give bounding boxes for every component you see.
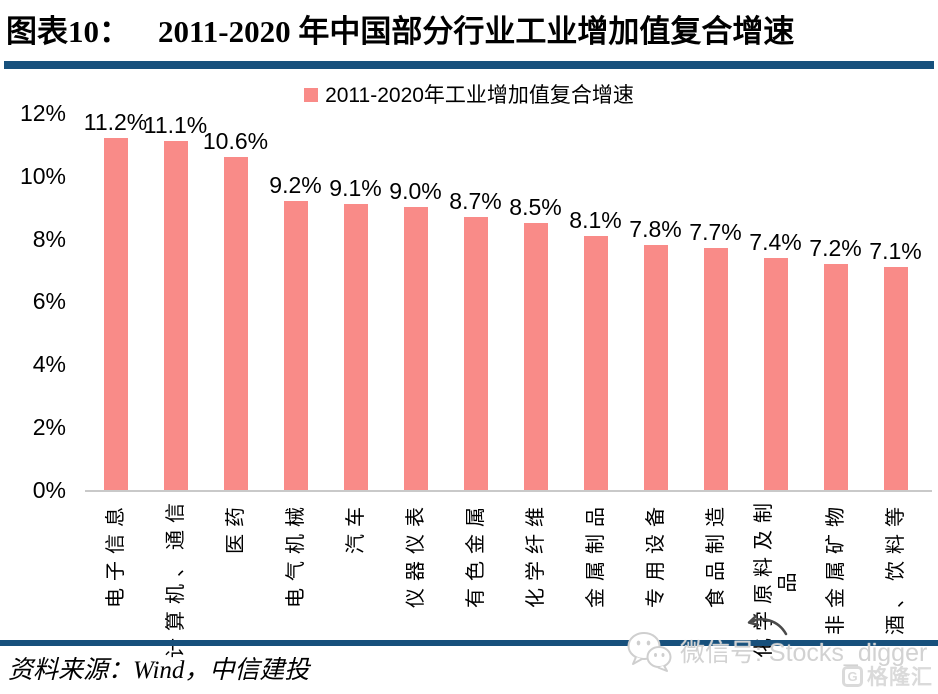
bar: [883, 266, 908, 490]
gelonghui-logo-icon: G: [842, 665, 863, 687]
y-axis-tick-label: 10%: [19, 162, 66, 189]
bar: [103, 138, 128, 490]
legend-swatch-icon: [304, 88, 319, 102]
bar: [823, 263, 848, 490]
y-axis-tick-label: 0%: [32, 477, 66, 503]
bar-value-label: 8.5%: [509, 193, 562, 220]
y-axis-tick-label: 2%: [32, 414, 66, 441]
gelonghui-logo-text: 格隆汇: [867, 666, 933, 689]
legend-series-label: 2011-2020年工业增加值复合增速: [325, 84, 634, 107]
bar-value-label: 9.1%: [329, 175, 382, 202]
bar-value-label: 11.1%: [143, 112, 208, 139]
y-axis-tick-label: 12%: [19, 99, 66, 126]
wechat-id-text: 微信号: Stocks_digger: [680, 639, 928, 667]
top-divider-rule: [4, 61, 934, 69]
bar-value-label: 7.8%: [629, 215, 682, 242]
chart-legend: 2011-2020年工业增加值复合增速: [0, 84, 938, 108]
bar-value-label: 7.7%: [689, 219, 742, 246]
bar-value-label: 11.2%: [83, 109, 148, 136]
x-axis-line: [85, 490, 932, 492]
x-axis-label: 仪器仪表: [404, 500, 427, 608]
bar-value-label: 9.2%: [269, 171, 322, 198]
bar: [523, 222, 548, 490]
bar: [763, 257, 788, 490]
bar-value-label: 9.0%: [389, 178, 442, 205]
x-axis-label: 汽车: [344, 500, 367, 554]
x-axis-label: 有色金属: [464, 500, 487, 608]
y-axis-tick-label: 8%: [32, 225, 66, 252]
bar: [643, 244, 668, 490]
bar: [403, 207, 428, 490]
x-axis-label: 金属制品: [584, 500, 607, 608]
bar-value-label: 7.2%: [809, 234, 862, 261]
bar: [163, 141, 188, 490]
x-axis-label: 电气机械: [284, 500, 307, 608]
bar-value-label: 7.4%: [749, 228, 802, 255]
bar: [283, 200, 308, 490]
bar-value-label: 10.6%: [202, 127, 269, 154]
figure-number-label: 图表10：: [6, 14, 130, 49]
bar-value-label: 7.1%: [869, 237, 922, 264]
y-axis-tick-label: 6%: [32, 288, 66, 315]
x-axis-label: 计算机、通信: [164, 496, 187, 658]
watermark-arrow-flourish: [747, 614, 788, 636]
bar: [223, 156, 248, 490]
bar: [463, 216, 488, 490]
bar: [703, 248, 728, 490]
bar: [343, 204, 368, 490]
data-source-note: 资料来源：Wind，中信建投: [8, 657, 310, 684]
wechat-icon: [627, 632, 672, 672]
bar-value-label: 8.7%: [449, 187, 502, 214]
bottom-divider-rule: [0, 640, 938, 646]
bar-value-label: 8.1%: [569, 206, 622, 233]
x-axis-label: 医药: [224, 500, 247, 554]
figure-title: 2011-2020 年中国部分行业工业增加值复合增速: [158, 14, 795, 49]
wechat-watermark: 微信号: Stocks_digger: [626, 630, 927, 672]
gelonghui-logo: G 格隆汇: [842, 661, 933, 691]
bar: [583, 235, 608, 490]
y-axis-tick-label: 4%: [32, 351, 66, 378]
x-axis-label: 电子信息: [104, 500, 127, 608]
figure-title-row: 图表10： 2011-2020 年中国部分行业工业增加值复合增速: [6, 6, 936, 51]
x-axis-label: 化学纤维: [524, 500, 547, 608]
